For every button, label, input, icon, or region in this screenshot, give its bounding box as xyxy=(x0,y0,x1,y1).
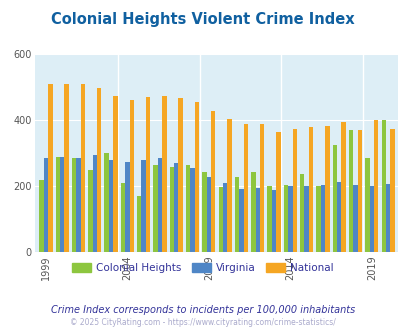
Text: Crime Index corresponds to incidents per 100,000 inhabitants: Crime Index corresponds to incidents per… xyxy=(51,305,354,315)
Bar xyxy=(332,145,336,252)
Bar xyxy=(348,130,352,252)
Bar xyxy=(259,124,264,252)
Bar xyxy=(194,102,199,252)
Bar xyxy=(64,84,68,252)
Bar xyxy=(239,189,243,252)
Bar xyxy=(153,165,158,252)
Bar xyxy=(211,111,215,252)
Bar xyxy=(308,127,313,252)
Bar xyxy=(162,96,166,252)
Bar xyxy=(324,126,329,252)
Bar xyxy=(381,120,385,252)
Bar xyxy=(104,153,109,252)
Bar xyxy=(283,185,288,252)
Bar xyxy=(55,157,60,252)
Bar xyxy=(158,158,162,252)
Legend: Colonial Heights, Virginia, National: Colonial Heights, Virginia, National xyxy=(68,258,337,277)
Bar xyxy=(44,158,48,252)
Bar xyxy=(109,160,113,252)
Bar xyxy=(255,188,259,252)
Text: © 2025 CityRating.com - https://www.cityrating.com/crime-statistics/: © 2025 CityRating.com - https://www.city… xyxy=(70,318,335,327)
Bar xyxy=(169,167,174,252)
Bar xyxy=(218,187,222,252)
Bar xyxy=(39,180,44,252)
Bar xyxy=(48,84,52,252)
Bar xyxy=(202,172,206,252)
Bar xyxy=(206,177,211,252)
Bar xyxy=(145,97,150,252)
Bar xyxy=(369,186,373,252)
Bar xyxy=(81,84,85,252)
Bar xyxy=(113,96,117,252)
Bar xyxy=(320,185,324,252)
Bar xyxy=(292,129,296,252)
Bar xyxy=(178,98,182,252)
Bar xyxy=(60,157,64,252)
Bar xyxy=(234,177,239,252)
Bar xyxy=(243,124,247,252)
Bar xyxy=(88,170,92,252)
Bar xyxy=(251,172,255,252)
Bar xyxy=(141,160,145,252)
Bar xyxy=(275,132,280,252)
Bar xyxy=(129,100,134,252)
Bar xyxy=(76,158,81,252)
Text: Colonial Heights Violent Crime Index: Colonial Heights Violent Crime Index xyxy=(51,12,354,26)
Bar xyxy=(97,88,101,252)
Bar xyxy=(174,163,178,252)
Bar xyxy=(72,158,76,252)
Bar xyxy=(364,158,369,252)
Bar xyxy=(341,122,345,252)
Bar xyxy=(373,120,377,252)
Bar xyxy=(315,186,320,252)
Bar xyxy=(185,165,190,252)
Bar xyxy=(299,174,304,252)
Bar xyxy=(304,186,308,252)
Bar xyxy=(389,129,394,252)
Bar xyxy=(92,155,97,252)
Bar xyxy=(357,130,361,252)
Bar xyxy=(271,190,275,252)
Bar xyxy=(121,183,125,252)
Bar xyxy=(352,185,357,252)
Bar xyxy=(137,196,141,252)
Bar xyxy=(267,186,271,252)
Bar xyxy=(222,183,227,252)
Bar xyxy=(336,182,341,252)
Bar xyxy=(125,162,129,252)
Bar xyxy=(385,184,389,252)
Bar xyxy=(190,168,194,252)
Bar xyxy=(288,186,292,252)
Bar xyxy=(227,119,231,252)
